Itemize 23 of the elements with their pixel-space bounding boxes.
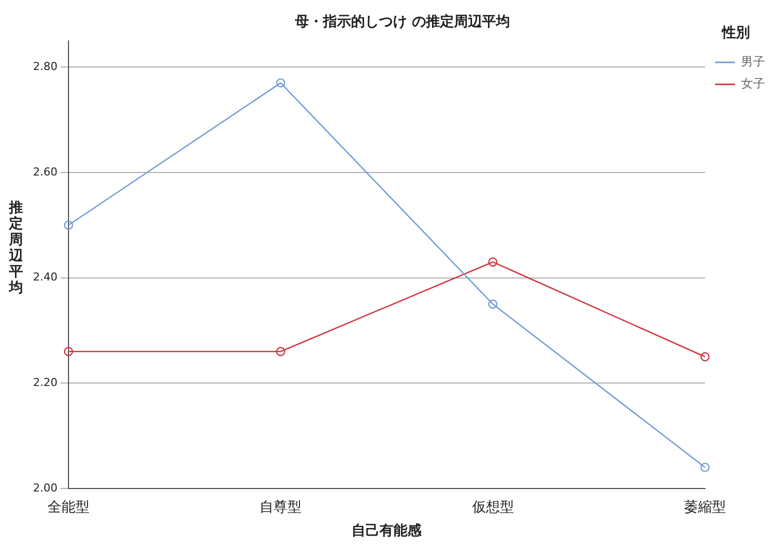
chart-title: 母・指示的しつけ の推定周辺平均 (294, 13, 510, 30)
x-axis-title: 自己有能感 (352, 523, 423, 540)
legend-title: 性別 (722, 24, 750, 42)
point (700, 352, 710, 362)
legend-label: 男子 (741, 54, 765, 69)
point (64, 346, 74, 356)
x-tick-label: 仮想型 (470, 499, 514, 516)
y-tick-label: 2.00 (32, 481, 58, 494)
y-tick-label: 2.20 (32, 376, 58, 389)
point (276, 346, 286, 356)
point (700, 462, 710, 472)
x-tick-label: 全能型 (47, 499, 90, 516)
legend-label: 女子 (741, 76, 765, 91)
point (64, 220, 74, 230)
y-tick-label: 2.60 (32, 165, 58, 178)
x-tick-label: 萎縮型 (684, 499, 726, 516)
x-tick-label: 自尊型 (260, 499, 302, 516)
point (276, 78, 286, 88)
y-tick-label: 2.80 (32, 60, 58, 73)
point (488, 257, 498, 267)
y-axis-title: 推定周辺平均 (8, 200, 24, 296)
point (488, 299, 498, 309)
y-tick-label: 2.40 (32, 270, 58, 284)
